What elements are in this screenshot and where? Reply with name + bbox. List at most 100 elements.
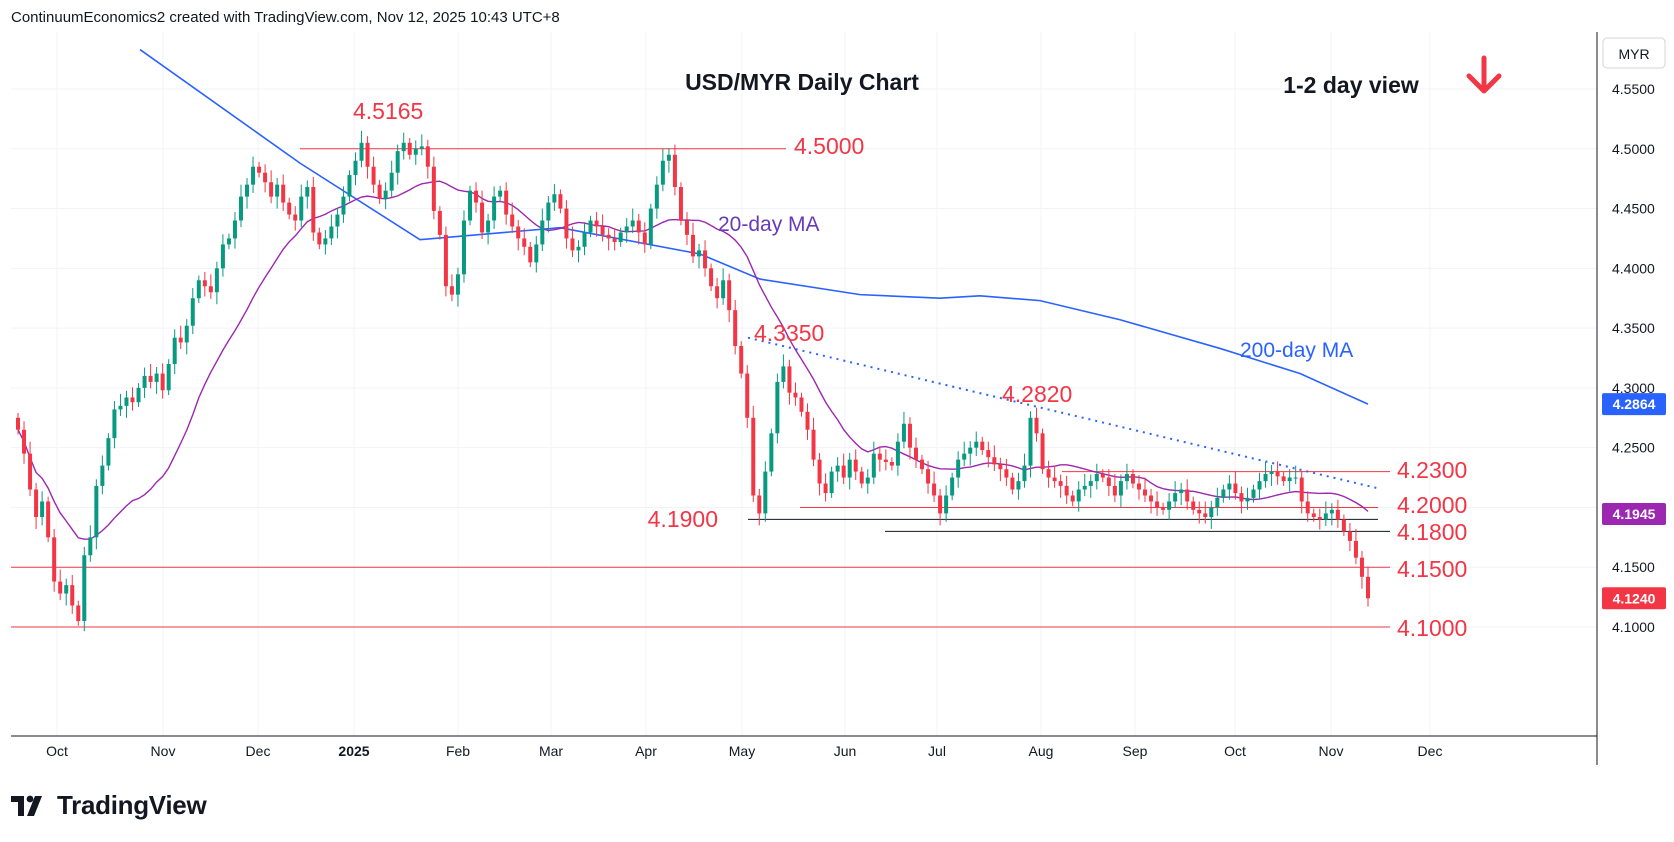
candle-body <box>317 232 322 245</box>
candle-body <box>998 464 1003 470</box>
candle-body <box>510 214 515 227</box>
candle-body <box>299 196 304 221</box>
candle-body <box>895 441 900 466</box>
candle-body <box>727 280 732 311</box>
candle-body <box>672 154 677 188</box>
candle-body <box>932 483 937 496</box>
candle-body <box>522 238 527 247</box>
candle-body <box>769 433 774 472</box>
candle-body <box>76 605 81 622</box>
candle-body <box>1366 576 1370 599</box>
candle-body <box>763 471 768 514</box>
candle-body <box>492 196 497 221</box>
level-label: 4.1800 <box>1397 519 1467 545</box>
candle-body <box>600 226 605 235</box>
candle-body <box>1293 477 1298 479</box>
candle-body <box>1058 481 1063 486</box>
candle-body <box>594 220 599 227</box>
candle-body <box>1106 477 1111 486</box>
time-axis[interactable]: Oct Nov Dec 2025 Feb Mar Apr May Jun Jul Aug Sep Oct… <box>46 743 1442 759</box>
candle-body <box>703 250 708 269</box>
candle-body <box>588 220 593 233</box>
chart-attribution: ContinuumEconomics2 created with Trading… <box>11 9 560 26</box>
candle-body <box>341 196 346 215</box>
candle-body <box>498 190 503 197</box>
candle-body <box>1124 473 1129 482</box>
time-tick-label: Sep <box>1123 743 1148 759</box>
price-tick-label: 4.5500 <box>1612 81 1655 97</box>
candle-body <box>817 459 822 484</box>
candle-body <box>757 495 762 514</box>
candle-body <box>805 411 810 430</box>
candle-body <box>184 325 189 343</box>
candle-body <box>1275 471 1280 477</box>
candle-body <box>1353 540 1358 558</box>
candle-body <box>582 232 587 247</box>
candle-body <box>1227 483 1232 490</box>
candle-body <box>1191 501 1196 510</box>
candle-body <box>1046 469 1051 478</box>
candle-body <box>455 274 460 295</box>
candle-body <box>359 142 364 161</box>
candle-body <box>383 190 388 199</box>
candle-body <box>528 246 533 263</box>
candle-body <box>124 397 129 406</box>
candle-body <box>1088 481 1093 486</box>
candle-body <box>715 286 720 299</box>
candle-body <box>70 585 75 606</box>
candle-body <box>329 226 334 239</box>
candle-body <box>570 238 575 251</box>
ma200-line <box>139 48 1369 405</box>
candle-body <box>148 375 153 382</box>
candle-body <box>172 337 177 364</box>
price-tick-label: 4.3000 <box>1612 380 1655 396</box>
candle-body <box>829 471 834 494</box>
level-lines <box>11 148 1390 628</box>
candle-body <box>835 465 840 472</box>
view-label: 1-2 day view <box>1283 72 1419 98</box>
currency-box[interactable] <box>1602 37 1666 69</box>
candle-body <box>468 190 473 221</box>
candle-body <box>907 423 912 448</box>
price-axis[interactable]: 4.5500 4.5000 4.4500 4.4000 4.3500 4.3000 4.25… <box>1612 81 1655 635</box>
candle-body <box>534 244 539 263</box>
candle-body <box>1179 489 1184 494</box>
candle-body <box>64 585 69 594</box>
candle-body <box>106 438 111 466</box>
time-tick-label: Dec <box>246 743 271 759</box>
candle-body <box>1130 473 1135 484</box>
candle-body <box>1257 481 1262 490</box>
level-label: 4.2300 <box>1397 457 1467 483</box>
candle-body <box>202 280 207 287</box>
candle-body <box>636 220 641 233</box>
ma200-price-badge <box>1602 393 1666 416</box>
time-tick-label: Dec <box>1418 743 1443 759</box>
candle-body <box>968 447 973 454</box>
ma200-price-text: 4.2864 <box>1613 396 1656 412</box>
candle-body <box>1161 507 1166 510</box>
candle-body <box>709 268 714 287</box>
candle-body <box>407 142 412 155</box>
candle-body <box>799 397 804 412</box>
candle-body <box>269 182 274 197</box>
candle-body <box>238 196 243 221</box>
candle-body <box>980 441 985 451</box>
candle-body <box>1034 417 1039 434</box>
ma200-path <box>139 48 1369 405</box>
candle-body <box>365 142 370 167</box>
down-arrow-icon <box>1466 55 1502 94</box>
candle-body <box>232 220 237 239</box>
level-label: 4.5165 <box>353 98 423 124</box>
candle-body <box>1040 433 1045 470</box>
candle-body <box>1100 473 1105 478</box>
footer-brand[interactable]: TradingView <box>11 790 207 821</box>
candle-body <box>1239 493 1244 502</box>
candle-body <box>865 477 870 484</box>
candle-body <box>793 392 798 398</box>
candle-body <box>992 457 997 465</box>
candle-body <box>1221 489 1226 498</box>
candle-body <box>311 187 316 233</box>
candle-body <box>257 166 262 173</box>
price-tick-label: 4.4000 <box>1612 260 1655 276</box>
